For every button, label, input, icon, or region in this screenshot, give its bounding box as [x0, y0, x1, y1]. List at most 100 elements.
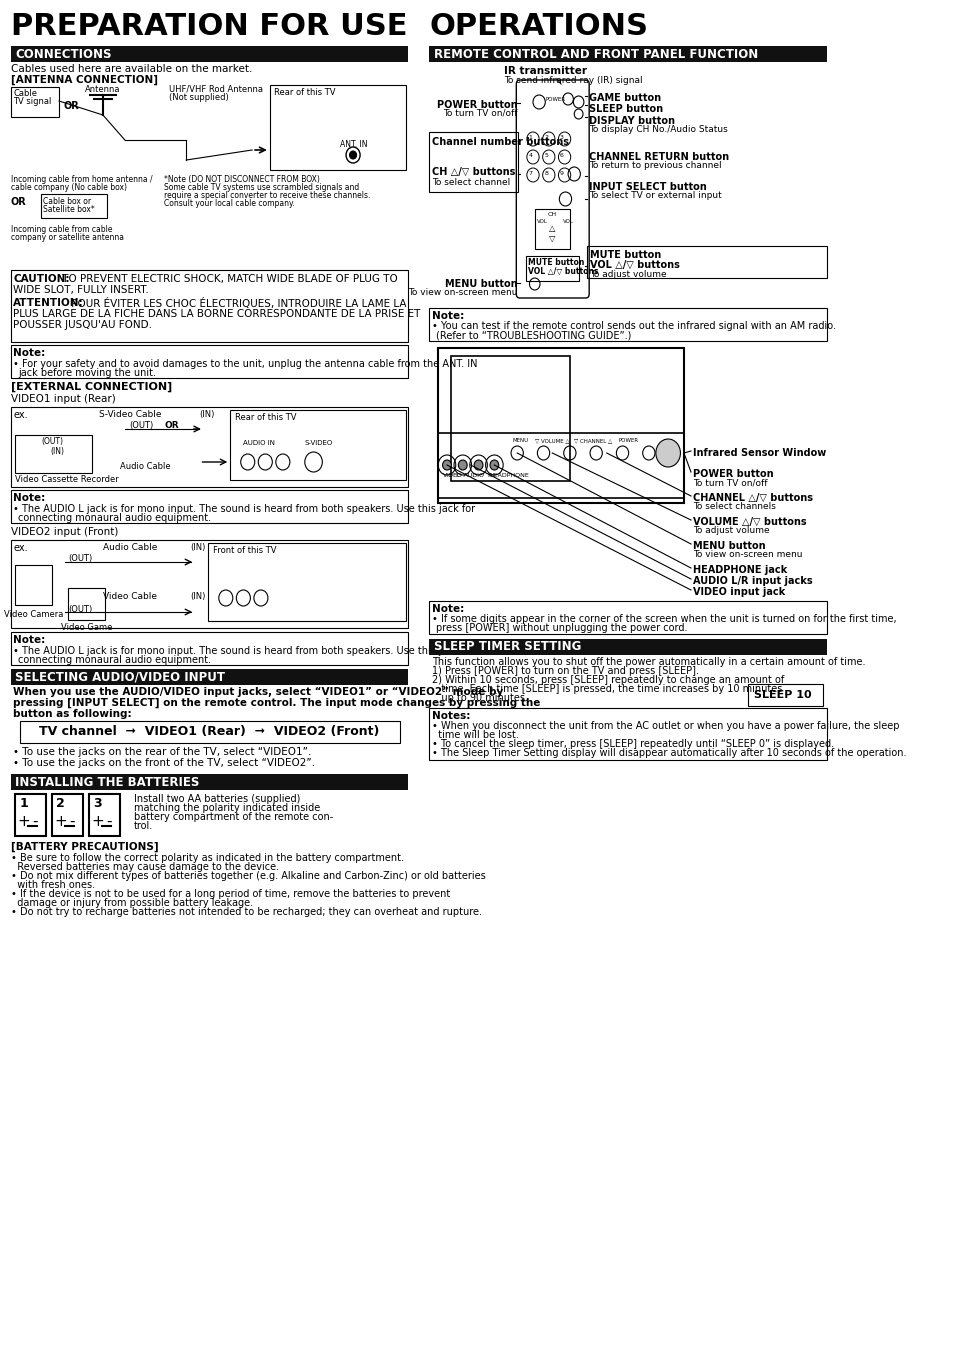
- Text: DISPLAY button: DISPLAY button: [589, 116, 675, 126]
- Text: ex.: ex.: [13, 409, 28, 420]
- Bar: [10, 540, 408, 628]
- Bar: [10, 490, 408, 523]
- Text: MENU button: MENU button: [444, 280, 517, 289]
- Text: • For your safety and to avoid damages to the unit, unplug the antenna cable fro: • For your safety and to avoid damages t…: [13, 359, 477, 369]
- Circle shape: [490, 459, 498, 470]
- Bar: [429, 308, 826, 340]
- Text: 7: 7: [528, 172, 532, 176]
- Text: • Do not mix different types of batteries together (e.g. Alkaline and Carbon-Zin: • Do not mix different types of batterie…: [10, 871, 485, 881]
- Text: INPUT SELECT button: INPUT SELECT button: [589, 182, 706, 192]
- Text: connecting monaural audio equipment.: connecting monaural audio equipment.: [18, 513, 211, 523]
- Text: • You can test if the remote control sends out the infrared signal with an AM ra: • You can test if the remote control sen…: [432, 322, 835, 331]
- Text: Reversed batteries may cause damage to the device.: Reversed batteries may cause damage to t…: [10, 862, 278, 871]
- Text: (IN): (IN): [51, 447, 64, 457]
- Text: Video Cassette Recorder: Video Cassette Recorder: [15, 476, 119, 484]
- Text: VIDEO2 input (Front): VIDEO2 input (Front): [10, 527, 118, 536]
- Text: VIDEO: VIDEO: [442, 473, 462, 478]
- FancyBboxPatch shape: [516, 80, 589, 299]
- Text: with fresh ones.: with fresh ones.: [10, 880, 94, 890]
- Text: 3: 3: [559, 135, 563, 141]
- Bar: [10, 270, 408, 342]
- Bar: [535, 209, 569, 249]
- Text: S-Video Cable: S-Video Cable: [98, 409, 161, 419]
- Text: CAUTION:: CAUTION:: [13, 274, 70, 284]
- Text: CHANNEL △/▽ buttons: CHANNEL △/▽ buttons: [692, 493, 812, 503]
- Text: MENU: MENU: [513, 438, 528, 443]
- Text: To return to previous channel: To return to previous channel: [589, 161, 721, 170]
- Circle shape: [349, 151, 356, 159]
- Text: Consult your local cable company.: Consult your local cable company.: [164, 199, 294, 208]
- Text: POWER: POWER: [545, 97, 565, 101]
- Text: To adjust volume: To adjust volume: [692, 526, 768, 535]
- Text: cable company (No cable box): cable company (No cable box): [10, 182, 127, 192]
- Text: MENU button: MENU button: [692, 540, 764, 551]
- Text: Rear of this TV: Rear of this TV: [274, 88, 335, 97]
- Bar: [10, 86, 59, 118]
- Text: REMOTE CONTROL AND FRONT PANEL FUNCTION: REMOTE CONTROL AND FRONT PANEL FUNCTION: [434, 47, 758, 61]
- Text: Infrared Sensor Window: Infrared Sensor Window: [692, 449, 825, 458]
- Bar: [429, 601, 826, 634]
- Text: OR: OR: [164, 422, 179, 430]
- Text: SLEEP 10: SLEEP 10: [754, 690, 811, 700]
- Text: To adjust volume: To adjust volume: [589, 270, 666, 280]
- Text: (IN): (IN): [191, 592, 206, 601]
- Text: Video Camera: Video Camera: [4, 611, 63, 619]
- Text: (OUT): (OUT): [129, 422, 153, 430]
- Text: CH: CH: [547, 212, 557, 218]
- Bar: [451, 357, 569, 481]
- Text: OR: OR: [10, 197, 27, 207]
- Text: 3: 3: [93, 797, 102, 811]
- Text: MUTE button: MUTE button: [589, 250, 660, 259]
- Text: 6: 6: [559, 153, 563, 158]
- Text: Cable: Cable: [13, 89, 37, 99]
- Circle shape: [655, 439, 679, 467]
- Circle shape: [457, 459, 467, 470]
- Text: PLUS LARGE DE LA FICHE DANS LA BORNE CORRESPONDANTE DE LA PRISE ET: PLUS LARGE DE LA FICHE DANS LA BORNE COR…: [13, 309, 420, 319]
- Text: 1: 1: [528, 135, 532, 141]
- Bar: [230, 409, 405, 480]
- Text: VIDEO1 input (Rear): VIDEO1 input (Rear): [10, 394, 115, 404]
- Bar: [429, 132, 517, 192]
- Text: Incoming cable from cable: Incoming cable from cable: [10, 226, 112, 234]
- Bar: [89, 794, 119, 836]
- Bar: [747, 684, 821, 707]
- Text: +: +: [18, 815, 30, 830]
- Text: VOL △/▽ buttons: VOL △/▽ buttons: [527, 267, 598, 276]
- Text: ▽: ▽: [549, 234, 555, 243]
- Text: -: -: [70, 815, 75, 830]
- Text: [BATTERY PRECAUTIONS]: [BATTERY PRECAUTIONS]: [10, 842, 158, 852]
- Text: 2: 2: [56, 797, 65, 811]
- Text: 4: 4: [528, 153, 532, 158]
- Text: Note:: Note:: [432, 604, 464, 613]
- Bar: [15, 794, 46, 836]
- Text: S-VIDEO: S-VIDEO: [304, 440, 333, 446]
- Text: Channel number buttons: Channel number buttons: [432, 136, 568, 147]
- Text: Rear of this TV: Rear of this TV: [234, 413, 295, 422]
- Text: ex.: ex.: [13, 543, 28, 553]
- Text: up to 90 minutes.: up to 90 minutes.: [432, 693, 528, 703]
- Text: Front of this TV: Front of this TV: [213, 546, 275, 555]
- Text: This function allows you to shut off the power automatically in a certain amount: This function allows you to shut off the…: [432, 657, 864, 667]
- Text: • When you disconnect the unit from the AC outlet or when you have a power failu: • When you disconnect the unit from the …: [432, 721, 899, 731]
- Bar: [437, 349, 683, 503]
- Text: PREPARATION FOR USE: PREPARATION FOR USE: [10, 12, 407, 41]
- Text: (OUT): (OUT): [68, 554, 92, 563]
- Text: Note:: Note:: [432, 311, 464, 322]
- Text: POUSSER JUSQU'AU FOND.: POUSSER JUSQU'AU FOND.: [13, 320, 152, 330]
- Text: Antenna: Antenna: [85, 85, 121, 95]
- Text: Some cable TV systems use scrambled signals and: Some cable TV systems use scrambled sign…: [164, 182, 359, 192]
- Bar: [587, 246, 826, 278]
- Bar: [10, 407, 408, 486]
- Text: trol.: trol.: [133, 821, 152, 831]
- Text: 9: 9: [559, 172, 563, 176]
- Text: time will be lost.: time will be lost.: [432, 730, 518, 740]
- Text: 1) Press [POWER] to turn on the TV and press [SLEEP].: 1) Press [POWER] to turn on the TV and p…: [432, 666, 699, 676]
- Bar: [429, 639, 826, 655]
- Text: To turn TV on/off: To turn TV on/off: [442, 109, 517, 118]
- Circle shape: [474, 459, 482, 470]
- Bar: [15, 565, 52, 605]
- Text: HEADPHONE jack: HEADPHONE jack: [692, 565, 786, 576]
- Text: VOL: VOL: [562, 219, 573, 224]
- Bar: [429, 708, 826, 761]
- Text: When you use the AUDIO/VIDEO input jacks, select “VIDEO1” or “VIDEO2” mode by: When you use the AUDIO/VIDEO input jacks…: [13, 688, 503, 697]
